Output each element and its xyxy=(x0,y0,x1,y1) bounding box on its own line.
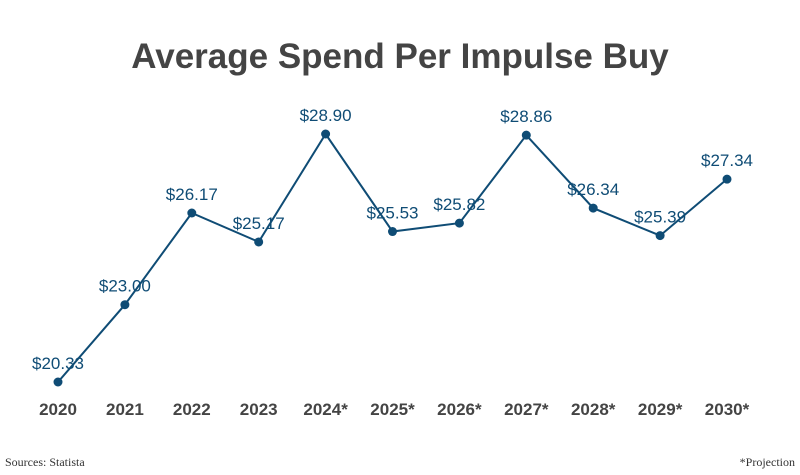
data-point xyxy=(254,237,264,247)
data-label: $27.34 xyxy=(701,151,753,170)
x-tick-label: 2021 xyxy=(106,400,144,419)
data-label: $28.90 xyxy=(300,106,352,125)
data-label: $23.00 xyxy=(99,277,151,296)
data-point xyxy=(53,377,63,387)
x-tick-label: 2020 xyxy=(39,400,77,419)
x-tick-label: 2024* xyxy=(303,400,348,419)
data-point xyxy=(120,300,130,310)
data-point xyxy=(521,130,531,140)
projection-footnote: *Projection xyxy=(740,455,795,469)
data-label: $25.53 xyxy=(367,204,419,223)
x-tick-label: 2027* xyxy=(504,400,549,419)
data-point xyxy=(588,203,598,213)
data-label: $25.82 xyxy=(433,195,485,214)
series-line xyxy=(57,132,728,383)
data-label: $26.17 xyxy=(166,185,218,204)
chart-title: Average Spend Per Impulse Buy xyxy=(131,37,669,76)
data-label: $25.39 xyxy=(634,208,686,227)
data-point xyxy=(187,208,197,218)
x-tick-label: 2025* xyxy=(370,400,415,419)
data-label: $28.86 xyxy=(500,107,552,126)
data-point xyxy=(454,218,464,228)
data-point xyxy=(722,174,732,184)
x-tick-label: 2026* xyxy=(437,400,482,419)
x-tick-label: 2022 xyxy=(173,400,211,419)
x-tick-label: 2023 xyxy=(240,400,278,419)
x-tick-label: 2028* xyxy=(571,400,616,419)
data-label: $25.17 xyxy=(233,214,285,233)
data-point xyxy=(321,129,331,139)
data-label: $26.34 xyxy=(567,180,619,199)
data-point xyxy=(388,227,397,237)
data-point xyxy=(655,231,665,241)
source-note: Sources: Statista xyxy=(5,455,85,469)
x-tick-label: 2030* xyxy=(705,400,750,419)
x-tick-label: 2029* xyxy=(638,400,683,419)
data-label: $20.33 xyxy=(32,354,84,373)
